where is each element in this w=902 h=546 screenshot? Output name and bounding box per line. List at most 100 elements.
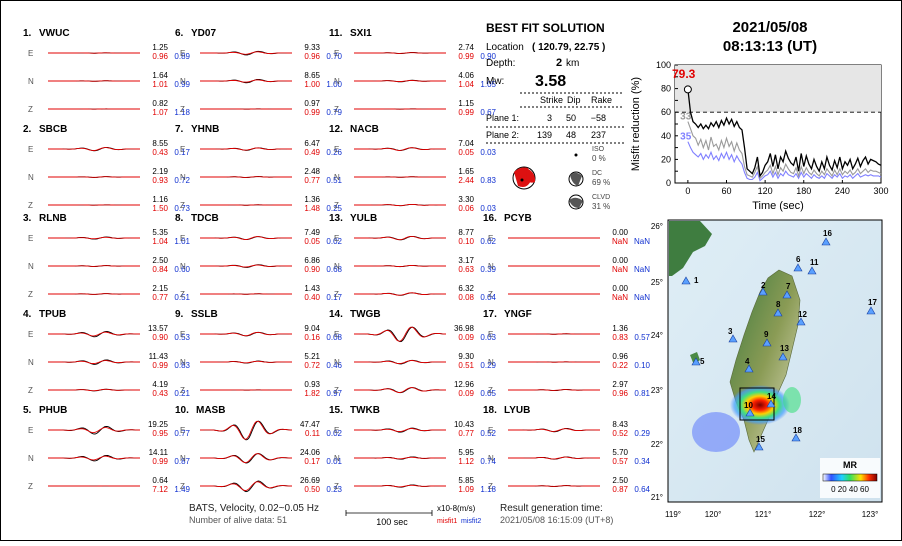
synthetic-waveform — [508, 390, 600, 391]
amplitude-value: 24.06 — [300, 448, 321, 457]
map-lat-label: 24° — [651, 331, 663, 340]
amplitude-value: 2.97 — [612, 380, 628, 389]
chart-xlabel: Time (sec) — [752, 200, 804, 212]
colorbar-ticks: 0 20 40 60 — [831, 485, 869, 494]
misfit1-value: 0.77 — [304, 176, 320, 185]
synthetic-waveform — [200, 454, 292, 463]
misfit1-value: 0.49 — [304, 148, 320, 157]
component-label: Z — [180, 290, 185, 299]
footer-alive: Number of alive data: 51 — [189, 515, 287, 525]
map-station-label: 7 — [786, 282, 791, 291]
misfit1-value: 1.09 — [458, 485, 474, 494]
plane2-rake: 237 — [591, 130, 606, 140]
amplitude-value: 3.17 — [458, 256, 474, 265]
component-label: E — [28, 330, 33, 339]
misfit1-value: 1.01 — [152, 80, 168, 89]
component-label: E — [28, 49, 33, 58]
misfit1-value: 0.99 — [304, 108, 320, 117]
misfit1-value: 0.99 — [152, 361, 168, 370]
map-station-label: 15 — [756, 435, 765, 444]
map-lon-label: 121° — [755, 510, 772, 519]
station-number: 3. — [23, 213, 32, 224]
station-number: 8. — [175, 213, 184, 224]
component-label: N — [488, 262, 494, 271]
amplitude-value: 2.74 — [458, 43, 474, 52]
synthetic-waveform — [354, 236, 446, 239]
synthetic-waveform — [200, 421, 292, 439]
station-code: MASB — [196, 405, 225, 416]
map-station-label: 2 — [761, 281, 766, 290]
amplitude-value: 2.50 — [152, 256, 168, 265]
time-scale-label: 100 sec — [376, 517, 408, 527]
misfit1-value: 0.43 — [152, 148, 168, 157]
amplitude-value: 3.30 — [458, 195, 474, 204]
amplitude-value: 9.30 — [458, 352, 474, 361]
misfit1-value: 0.43 — [152, 389, 168, 398]
misfit1-value: 0.99 — [458, 108, 474, 117]
synthetic-waveform — [354, 457, 446, 459]
synthetic-waveform — [354, 485, 446, 487]
component-label: E — [180, 49, 185, 58]
amplitude-value: 5.85 — [458, 476, 474, 485]
station-code: RLNB — [39, 213, 67, 224]
misfit1-value: 0.50 — [304, 485, 320, 494]
synthetic-waveform — [48, 294, 140, 295]
amplitude-value: 7.04 — [458, 139, 474, 148]
component-label: Z — [334, 386, 339, 395]
synthetic-waveform — [48, 148, 140, 151]
plane2-dip: 48 — [566, 130, 576, 140]
map-station-label: 10 — [744, 401, 753, 410]
amplitude-value: 6.86 — [304, 256, 320, 265]
clvd-name: CLVD — [592, 194, 610, 201]
best-fit-solution: BEST FIT SOLUTION Location ( 120.79, 22.… — [486, 21, 624, 211]
component-label: Z — [28, 290, 33, 299]
amplitude-value: 7.49 — [304, 228, 320, 237]
chart-best-label: 79.3 — [672, 67, 696, 81]
component-label: E — [334, 49, 339, 58]
synthetic-waveform — [354, 361, 446, 364]
misfit1-value: 0.63 — [458, 265, 474, 274]
component-label: Z — [488, 482, 493, 491]
station-code: LYUB — [504, 405, 530, 416]
misfit1-value: NaN — [612, 293, 628, 302]
misfit1-value: 0.57 — [612, 457, 628, 466]
map-station-label: 8 — [776, 300, 781, 309]
misfit1-value: 0.99 — [152, 457, 168, 466]
component-label: Z — [180, 201, 185, 210]
solution-title: BEST FIT SOLUTION — [486, 21, 605, 35]
amplitude-value: 47.47 — [300, 420, 321, 429]
footer-method: BATS, Velocity, 0.02~0.05 Hz — [189, 503, 319, 514]
synthetic-waveform — [354, 266, 446, 267]
component-label: N — [180, 358, 186, 367]
misfit1-value: 0.06 — [458, 204, 474, 213]
misfit1-value: 0.90 — [152, 333, 168, 342]
synthetic-waveform — [200, 177, 292, 178]
figure-footer: BATS, Velocity, 0.02~0.05 Hz Number of a… — [189, 503, 613, 527]
amplitude-value: 19.25 — [148, 420, 169, 429]
station-number: 2. — [23, 124, 32, 135]
dc-name: DC — [592, 170, 602, 177]
station-number: 1. — [23, 28, 32, 39]
amplitude-value: 26.69 — [300, 476, 321, 485]
plane1-rake: −58 — [591, 113, 606, 123]
station-code: YHNB — [191, 124, 219, 135]
component-label: E — [180, 145, 185, 154]
mr-hotspot — [730, 385, 790, 425]
synthetic-waveform — [48, 428, 140, 433]
misfit2-value: 0.34 — [634, 457, 650, 466]
synthetic-waveform — [508, 457, 600, 459]
component-label: E — [28, 234, 33, 243]
map-lon-label: 123° — [862, 510, 879, 519]
component-label: N — [488, 454, 494, 463]
y-tick-label: 100 — [656, 60, 671, 70]
misfit1-value: 0.17 — [304, 457, 320, 466]
synthetic-waveform — [48, 456, 140, 460]
station-code: TWKB — [350, 405, 380, 416]
amplitude-value: 36.98 — [454, 324, 475, 333]
